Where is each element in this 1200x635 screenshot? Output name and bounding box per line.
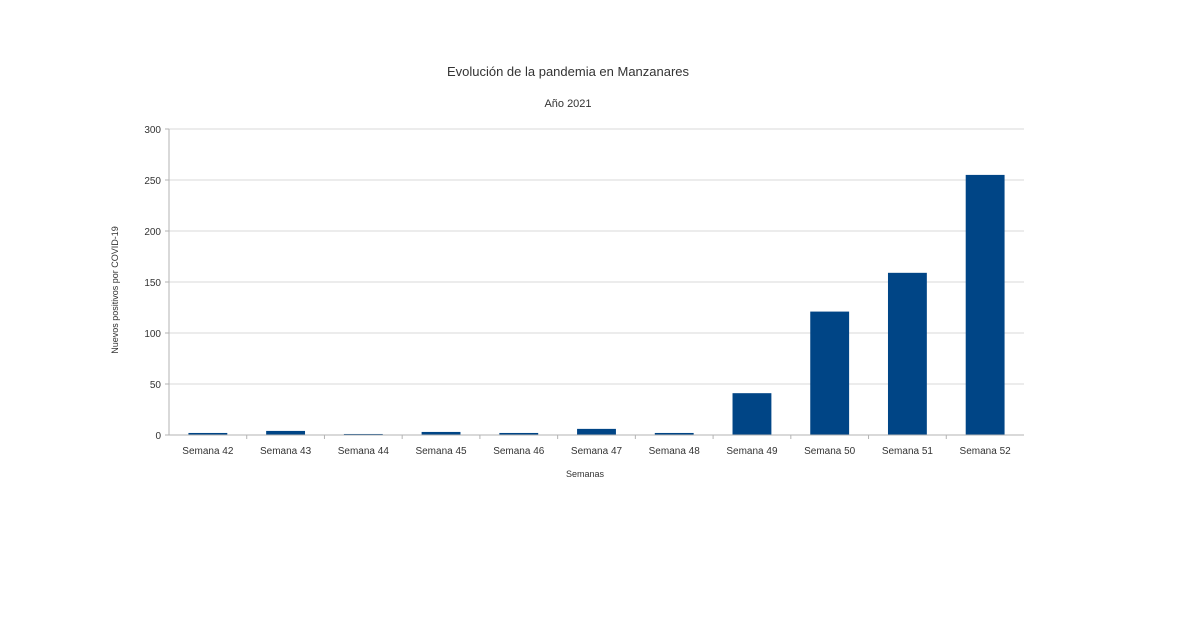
bar bbox=[654, 432, 694, 435]
x-tick-label: Semana 50 bbox=[804, 446, 856, 457]
bar bbox=[421, 431, 461, 435]
x-tick-label: Semana 47 bbox=[571, 446, 623, 457]
y-axis-ticks: 0 50 100 150 200 250 300 bbox=[144, 125, 169, 442]
chart-subtitle: Año 2021 bbox=[544, 98, 591, 110]
bar bbox=[810, 311, 850, 435]
y-tick-label: 250 bbox=[144, 176, 161, 187]
bar bbox=[965, 174, 1005, 435]
x-tick-label: Semana 43 bbox=[260, 446, 312, 457]
x-tick-label: Semana 49 bbox=[726, 446, 778, 457]
y-tick-label: 200 bbox=[144, 227, 161, 238]
x-tick-label: Semana 52 bbox=[960, 446, 1012, 457]
bars bbox=[188, 174, 1005, 435]
bar bbox=[887, 272, 927, 435]
x-tick-label: Semana 51 bbox=[882, 446, 934, 457]
bar bbox=[499, 432, 539, 435]
y-tick-label: 0 bbox=[155, 431, 161, 442]
x-tick-label: Semana 42 bbox=[182, 446, 234, 457]
chart-title: Evolución de la pandemia en Manzanares bbox=[447, 64, 690, 79]
gridlines bbox=[169, 128, 1024, 385]
x-tick-label: Semana 44 bbox=[338, 446, 390, 457]
x-tick-label: Semana 48 bbox=[649, 446, 701, 457]
y-axis-label: Nuevos positivos por COVID-19 bbox=[110, 226, 120, 354]
x-axis-ticks: Semana 42 Semana 43 Semana 44 Semana 45 Sema… bbox=[182, 435, 1011, 457]
x-tick-label: Semana 45 bbox=[415, 446, 467, 457]
bar bbox=[343, 433, 383, 435]
x-axis-label: Semanas bbox=[566, 469, 605, 479]
bar bbox=[732, 393, 772, 435]
x-tick-label: Semana 46 bbox=[493, 446, 545, 457]
y-tick-label: 300 bbox=[144, 125, 161, 136]
y-tick-label: 100 bbox=[144, 329, 161, 340]
bar bbox=[266, 430, 306, 435]
bar bbox=[188, 432, 228, 435]
y-tick-label: 50 bbox=[150, 380, 162, 391]
bar bbox=[577, 428, 616, 435]
y-tick-label: 150 bbox=[144, 278, 161, 289]
